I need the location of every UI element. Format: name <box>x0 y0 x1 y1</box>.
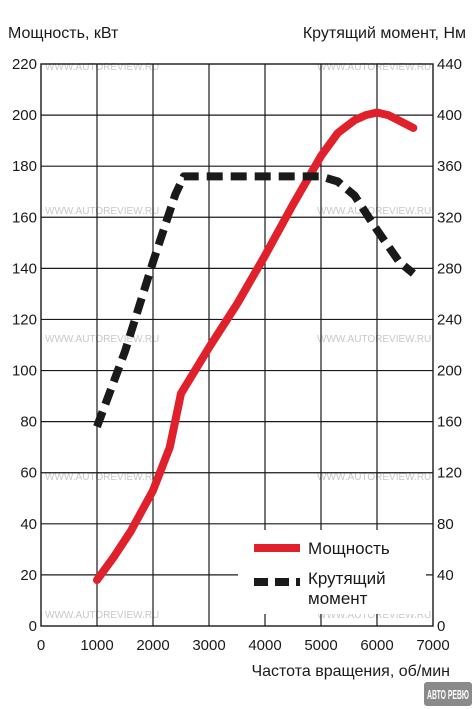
watermark-text: WWW.AUTOREVIEW.RU <box>317 206 431 217</box>
watermark-text: WWW.AUTOREVIEW.RU <box>45 206 159 217</box>
series-layer <box>93 108 418 584</box>
torque-series-line <box>93 172 416 429</box>
y-right-tick-label: 240 <box>437 311 462 328</box>
watermark-text: WWW.AUTOREVIEW.RU <box>45 472 159 483</box>
y-left-tick-labels: 0 20 40 60 80 100 120 140 160 180 200 220 <box>12 56 37 635</box>
y-left-axis-title: Мощность, кВт <box>8 25 119 42</box>
y-right-tick-label: 360 <box>437 158 462 175</box>
y-left-tick-label: 120 <box>12 311 37 328</box>
y-left-tick-label: 200 <box>12 107 37 124</box>
y-left-tick-label: 20 <box>20 567 37 584</box>
x-tick-label: 5000 <box>304 637 337 654</box>
plot-frame <box>40 63 434 627</box>
legend-label-torque-line1: Крутящий <box>308 569 386 588</box>
x-tick-label: 7000 <box>416 637 449 654</box>
y-right-tick-label: 320 <box>437 209 462 226</box>
x-tick-label: 1000 <box>80 637 113 654</box>
y-left-tick-label: 220 <box>12 56 37 73</box>
y-right-tick-label: 280 <box>437 260 462 277</box>
y-right-axis-title: Крутящий момент, Нм <box>303 25 466 42</box>
y-left-tick-label: 100 <box>12 363 37 380</box>
legend-label-power: Мощность <box>308 539 390 558</box>
y-right-tick-label: 120 <box>437 465 462 482</box>
y-left-tick-label: 0 <box>29 618 37 635</box>
y-left-tick-label: 40 <box>20 516 37 533</box>
watermark-text: WWW.AUTOREVIEW.RU <box>317 62 431 73</box>
watermark-text: WWW.AUTOREVIEW.RU <box>45 334 159 345</box>
watermark-text: WWW.AUTOREVIEW.RU <box>317 472 431 483</box>
watermark-text: WWW.AUTOREVIEW.RU <box>45 610 159 621</box>
watermark-text: WWW.AUTOREVIEW.RU <box>317 610 431 621</box>
x-tick-label: 6000 <box>360 637 393 654</box>
watermarks: WWW.AUTOREVIEW.RU WWW.AUTOREVIEW.RU WWW.AU… <box>45 62 431 621</box>
watermark-text: WWW.AUTOREVIEW.RU <box>45 62 159 73</box>
y-right-tick-label: 160 <box>437 414 462 431</box>
autoreview-logo: АВТО РЕВЮ <box>424 682 472 706</box>
x-tick-label: 3000 <box>192 637 225 654</box>
x-tick-label: 2000 <box>136 637 169 654</box>
y-left-tick-label: 180 <box>12 158 37 175</box>
y-left-tick-label: 80 <box>20 414 37 431</box>
power-series-line <box>93 108 418 584</box>
y-left-tick-label: 160 <box>12 209 37 226</box>
y-right-tick-label: 80 <box>437 516 454 533</box>
logo-badge <box>424 682 472 706</box>
x-tick-label: 4000 <box>248 637 281 654</box>
x-tick-label: 0 <box>37 637 45 654</box>
y-right-tick-label: 200 <box>437 363 462 380</box>
y-right-tick-label: 40 <box>437 567 454 584</box>
watermark-text: WWW.AUTOREVIEW.RU <box>317 334 431 345</box>
y-right-tick-labels: 0 40 80 120 160 200 240 280 320 360 400 440 <box>437 56 462 635</box>
x-tick-labels: 0 1000 2000 3000 4000 5000 6000 7000 <box>37 637 450 654</box>
x-axis-title: Частота вращения, об/мин <box>251 663 450 680</box>
logo-text: АВТО РЕВЮ <box>427 687 469 702</box>
legend: Мощность Крутящий момент <box>238 530 426 614</box>
y-left-tick-label: 140 <box>12 260 37 277</box>
legend-label-torque-line2: момент <box>308 589 368 608</box>
y-left-tick-label: 60 <box>20 465 37 482</box>
y-right-tick-label: 400 <box>437 107 462 124</box>
y-right-tick-label: 0 <box>437 618 445 635</box>
y-right-tick-label: 440 <box>437 56 462 73</box>
